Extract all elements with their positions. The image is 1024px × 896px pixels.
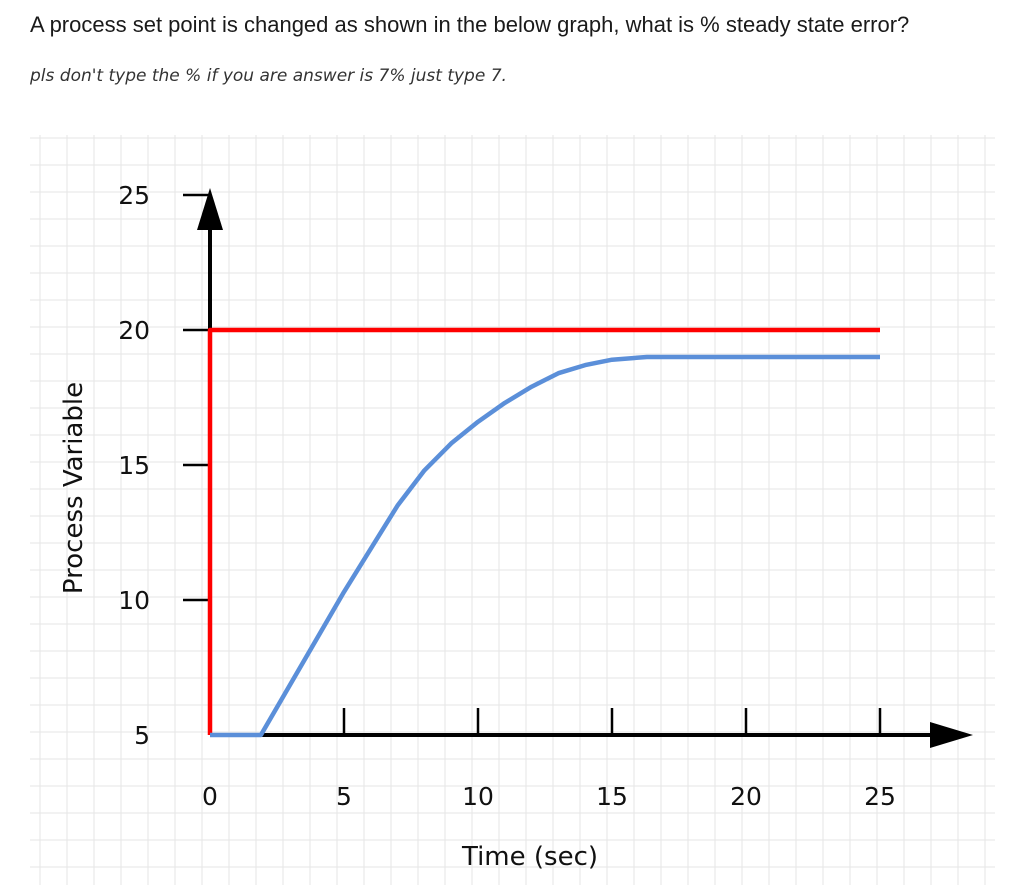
chart-series [207, 327, 880, 738]
y-axis-arrow [197, 188, 223, 230]
x-axis-title: Time (sec) [461, 842, 598, 872]
x-tick-label: 25 [864, 782, 896, 811]
setpoint-series-line [207, 327, 880, 735]
x-tick-label: 15 [596, 782, 628, 811]
y-tick-label: 20 [118, 316, 150, 345]
x-tick-label: 5 [336, 782, 352, 811]
y-tick-label: 15 [118, 451, 150, 480]
x-tick-label: 20 [730, 782, 762, 811]
y-tick-label: 25 [118, 181, 150, 210]
y-tick-label: 5 [134, 721, 150, 750]
chart-grid [30, 135, 995, 885]
process-variable-series-line [210, 354, 880, 738]
x-axis-arrow [930, 722, 973, 748]
chart-axes [197, 188, 973, 748]
chart-ticks: 0 5 10 15 20 25 5 10 15 20 25 [118, 181, 896, 811]
question-text: A process set point is changed as shown … [30, 12, 910, 37]
x-tick-label: 10 [462, 782, 494, 811]
y-axis-title: Process Variable [59, 382, 89, 594]
question-hint: pls don't type the % if you are answer i… [30, 66, 507, 86]
x-tick-label: 0 [202, 782, 218, 811]
y-tick-label: 10 [118, 586, 150, 615]
